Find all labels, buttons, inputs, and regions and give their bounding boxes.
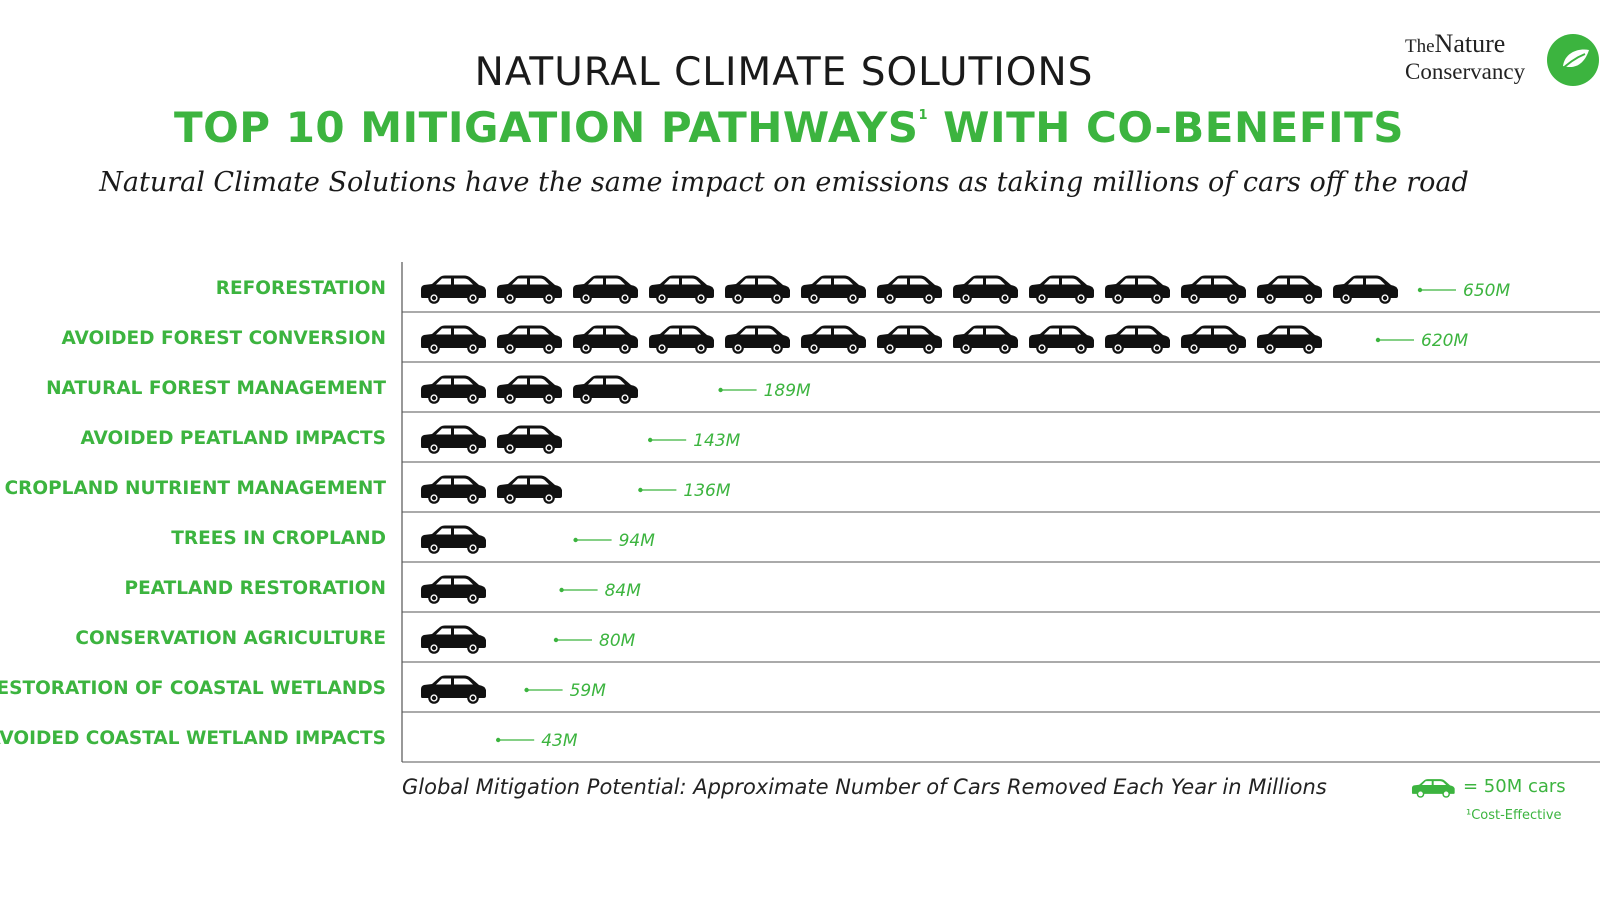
car-icon xyxy=(1257,325,1322,354)
car-icon xyxy=(1333,275,1398,304)
title-end-text: WITH CO-BENEFITS xyxy=(928,103,1405,152)
car-icon xyxy=(497,325,562,354)
category-label: REFORESTATION xyxy=(216,278,386,299)
car-icon xyxy=(725,275,790,304)
car-icon xyxy=(1257,275,1322,304)
category-label: AVOIDED FOREST CONVERSION xyxy=(62,328,387,349)
car-icon xyxy=(421,475,486,504)
bar-row: CROPLAND NUTRIENT MANAGEMENT 136M xyxy=(5,475,731,504)
car-icon xyxy=(1181,275,1246,304)
car-icon xyxy=(421,575,486,604)
value-label: 80M xyxy=(599,631,636,651)
value-label: 189M xyxy=(764,381,811,401)
car-icon xyxy=(649,325,714,354)
partial-car-icon xyxy=(649,375,701,404)
car-icon xyxy=(801,325,866,354)
car-icon xyxy=(953,325,1018,354)
value-label: 143M xyxy=(693,431,740,451)
car-icon xyxy=(953,275,1018,304)
car-icon xyxy=(725,325,790,354)
partial-car-icon xyxy=(573,425,631,454)
car-icon xyxy=(421,625,486,654)
value-label: 94M xyxy=(619,531,656,551)
category-label: RESTORATION OF COASTAL WETLANDS xyxy=(0,678,386,699)
car-icon xyxy=(1105,275,1170,304)
bar-row: RESTORATION OF COASTAL WETLANDS 59M xyxy=(0,675,607,704)
car-icon xyxy=(1029,275,1094,304)
car-icon xyxy=(573,325,638,354)
value-label: 136M xyxy=(683,481,730,501)
category-label: CONSERVATION AGRICULTURE xyxy=(75,628,386,649)
logo-nature: Nature xyxy=(1434,29,1506,58)
chart-title-main: TOP 10 MITIGATION PATHWAYS1 WITH CO-BENE… xyxy=(0,103,1578,152)
car-icon xyxy=(573,375,638,404)
category-label: CROPLAND NUTRIENT MANAGEMENT xyxy=(5,478,387,499)
chart-title: NATURAL CLIMATE SOLUTIONS xyxy=(474,50,1094,95)
chart-subtitle: Natural Climate Solutions have the same … xyxy=(99,167,1469,198)
car-icon xyxy=(421,425,486,454)
car-icon xyxy=(801,275,866,304)
legend: = 50M cars xyxy=(1410,775,1600,801)
logo-the: The xyxy=(1405,36,1435,57)
category-label: NATURAL FOREST MANAGEMENT xyxy=(46,378,386,399)
partial-car-icon xyxy=(573,475,621,504)
title-main-text: TOP 10 MITIGATION PATHWAYS xyxy=(173,103,919,152)
bar-row: AVOIDED FOREST CONVERSION 620M xyxy=(62,325,1468,354)
value-label: 59M xyxy=(570,681,607,701)
car-icon xyxy=(877,275,942,304)
legend-label: = 50M cars xyxy=(1463,776,1566,797)
bar-row: TREES IN CROPLAND 94M xyxy=(171,525,656,554)
bar-row: NATURAL FOREST MANAGEMENT 189M xyxy=(46,375,811,404)
car-icon xyxy=(573,275,638,304)
bar-row: CONSERVATION AGRICULTURE 80M xyxy=(75,625,636,654)
leaf-icon xyxy=(1547,34,1599,86)
car-icon xyxy=(1029,325,1094,354)
car-icon xyxy=(421,525,486,554)
title-footnote-mark: 1 xyxy=(918,108,929,123)
value-label: 620M xyxy=(1421,331,1468,351)
footnote: ¹Cost-Effective xyxy=(1466,808,1562,823)
category-label: TREES IN CROPLAND xyxy=(171,528,386,549)
category-label: AVOIDED COASTAL WETLAND IMPACTS xyxy=(0,728,386,749)
partial-car-icon xyxy=(497,625,536,654)
value-label: 84M xyxy=(605,581,642,601)
car-icon xyxy=(421,675,486,704)
logo-conservancy: Conservancy xyxy=(1405,59,1526,84)
category-label: PEATLAND RESTORATION xyxy=(125,578,386,599)
car-icon xyxy=(497,275,562,304)
partial-car-icon xyxy=(497,525,556,554)
logo-wordmark: TheNature Conservancy xyxy=(1405,29,1526,84)
bar-row: AVOIDED PEATLAND IMPACTS 143M xyxy=(80,425,741,454)
value-label: 650M xyxy=(1463,281,1510,301)
bar-row: PEATLAND RESTORATION 84M xyxy=(125,575,642,604)
car-icon xyxy=(1105,325,1170,354)
partial-car-icon xyxy=(421,725,479,754)
x-axis-label: Global Mitigation Potential: Approximate… xyxy=(402,775,1327,799)
car-icon xyxy=(497,425,562,454)
x-axis-label-rest: Approximate Number of Cars Removed Each … xyxy=(686,775,1327,799)
category-label: AVOIDED PEATLAND IMPACTS xyxy=(80,428,386,449)
car-icon xyxy=(421,375,486,404)
car-icon xyxy=(421,275,486,304)
nature-conservancy-logo: TheNature Conservancy xyxy=(1405,29,1600,92)
car-icon xyxy=(497,375,562,404)
x-axis-label-bold: Global Mitigation Potential: xyxy=(402,775,687,799)
bar-row: AVOIDED COASTAL WETLAND IMPACTS 43M xyxy=(0,725,578,754)
partial-car-icon xyxy=(497,575,542,604)
car-icon xyxy=(1181,325,1246,354)
car-icon xyxy=(877,325,942,354)
bar-row: REFORESTATION 650M xyxy=(216,275,1510,304)
car-icon xyxy=(649,275,714,304)
car-icon xyxy=(497,475,562,504)
value-label: 43M xyxy=(541,731,578,751)
car-icon xyxy=(421,325,486,354)
legend-car-icon xyxy=(1410,777,1456,799)
